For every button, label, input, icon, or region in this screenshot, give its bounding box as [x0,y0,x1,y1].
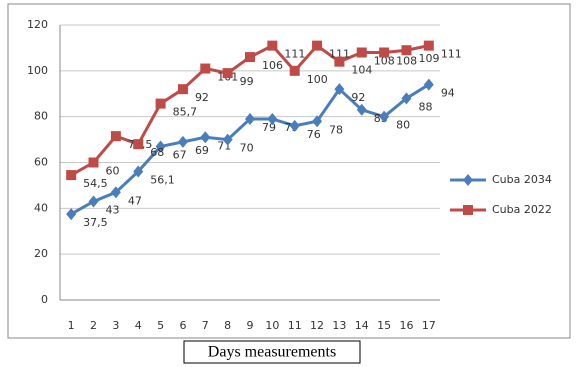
x-tick-label: 8 [224,319,231,332]
data-point [423,40,434,51]
x-tick-label: 2 [90,319,97,332]
data-point [177,84,188,95]
y-tick-label: 0 [41,293,48,306]
data-label: 47 [128,194,142,207]
x-tick-label: 15 [377,319,391,332]
x-tick-label: 7 [202,319,209,332]
data-label: 99 [240,75,254,88]
x-tick-label: 13 [332,319,346,332]
data-point [267,112,278,125]
data-point [312,115,323,128]
x-label-box [183,340,361,364]
y-tick-label: 40 [34,201,48,214]
data-label: 100 [307,73,328,86]
data-label: 108 [396,55,417,68]
y-tick-label: 60 [34,156,48,169]
data-point [401,92,412,105]
x-tick-label: 1 [68,319,75,332]
data-point [177,135,188,148]
data-point [200,131,211,144]
x-tick-label: 10 [265,319,279,332]
y-tick-label: 120 [27,18,48,31]
x-tick-label: 12 [310,319,324,332]
data-label: 108 [374,55,395,68]
data-point [88,157,99,168]
data-point [222,133,233,146]
data-point [245,52,255,63]
data-label: 80 [396,119,410,132]
data-point [200,63,211,74]
data-label: 111 [441,48,462,61]
x-tick-label: 4 [135,319,142,332]
data-label: 92 [351,91,365,104]
y-tick-label: 100 [27,64,48,77]
data-label: 92 [195,91,209,104]
data-label: 94 [441,87,455,100]
data-label: 60 [106,165,120,178]
data-point [110,131,121,142]
data-label: 69 [195,144,209,157]
data-label: 54,5 [83,177,108,190]
data-point [312,40,323,51]
data-point [356,47,367,58]
data-point [334,83,345,96]
data-point [334,56,345,67]
data-point [289,119,300,132]
data-label: 111 [329,48,350,61]
data-point [222,68,233,79]
data-label: 37,5 [83,216,108,229]
data-label: 78 [329,123,343,136]
data-label: 76 [307,128,321,141]
data-point [66,170,77,181]
legend-label: Cuba 2022 [492,203,552,216]
data-point [133,139,144,150]
data-point [245,112,255,125]
legend-label: Cuba 2034 [492,173,552,186]
legend-marker [463,174,473,186]
chart-frame [7,3,571,339]
data-label: 68 [150,146,164,159]
data-label: 106 [262,59,283,72]
y-tick-label: 80 [34,110,48,123]
data-label: 67 [173,148,187,161]
data-point [88,195,99,208]
x-tick-label: 11 [288,319,302,332]
x-tick-label: 3 [112,319,119,332]
legend-marker [463,205,473,215]
x-tick-label: 16 [399,319,413,332]
data-point [356,103,367,116]
data-point [66,208,77,221]
x-tick-label: 6 [179,319,186,332]
x-tick-label: 14 [355,319,369,332]
data-point [133,165,144,178]
data-label: 56,1 [150,173,175,186]
x-axis-label: Days measurements [208,344,336,361]
data-point [379,47,390,58]
data-point [110,186,121,199]
data-point [423,78,434,91]
data-point [289,65,300,76]
data-point [267,40,278,51]
x-tick-label: 9 [247,319,254,332]
data-label: 111 [284,48,305,61]
data-label: 109 [418,52,439,65]
data-point [379,110,390,123]
data-label: 43 [106,203,120,216]
data-label: 104 [351,64,372,77]
data-point [155,98,166,109]
y-tick-label: 20 [34,247,48,260]
x-tick-label: 5 [157,319,164,332]
data-label: 85,7 [173,106,198,119]
data-point [155,140,166,153]
data-label: 88 [418,100,432,113]
data-label: 70 [240,142,254,155]
data-point [401,45,412,56]
x-tick-label: 17 [422,319,436,332]
